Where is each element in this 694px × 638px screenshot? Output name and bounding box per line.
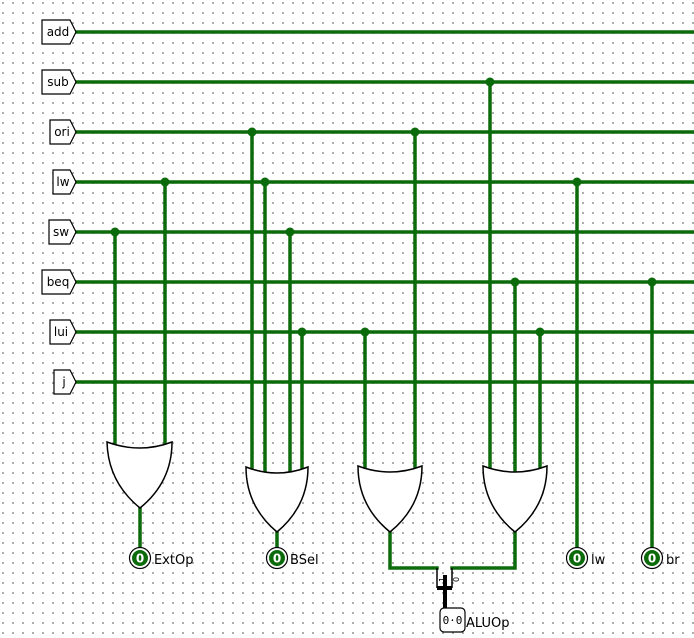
- br-value: 0: [648, 552, 656, 566]
- aluop-label: ALUOp: [466, 616, 510, 631]
- input-pin-j[interactable]: j: [53, 369, 77, 395]
- lw-value: 0: [573, 552, 581, 566]
- output-wires: [138, 504, 517, 608]
- input-pin-sw[interactable]: sw: [48, 219, 77, 245]
- wire-aluop-bit1: [388, 528, 439, 570]
- input-pin-beq[interactable]: beq: [41, 269, 77, 295]
- input-pin-lw[interactable]: lw: [52, 169, 77, 195]
- or-gate-extop[interactable]: [106, 440, 173, 509]
- splitter-bit0-label: 1: [438, 577, 447, 582]
- input-pin-lui[interactable]: lui: [49, 319, 77, 345]
- junctions: [110, 77, 657, 337]
- bsel-label: BSel: [290, 553, 319, 568]
- input-label-sw: sw: [53, 225, 69, 239]
- output-led-extop[interactable]: 0: [128, 546, 152, 570]
- output-led-lw[interactable]: 0: [565, 546, 589, 570]
- bsel-value: 0: [273, 552, 281, 566]
- extop-label: ExtOp: [154, 553, 194, 568]
- input-pin-ori[interactable]: ori: [49, 119, 77, 145]
- output-led-bsel[interactable]: 0: [265, 546, 289, 570]
- br-label: br: [666, 553, 680, 568]
- lw-label: lw: [591, 553, 606, 568]
- input-label-add: add: [47, 25, 70, 39]
- extop-value: 0: [136, 552, 144, 566]
- input-label-sub: sub: [47, 75, 68, 89]
- input-label-ori: ori: [54, 125, 70, 139]
- input-label-beq: beq: [47, 275, 70, 289]
- input-pin-sub[interactable]: sub: [41, 69, 77, 95]
- input-buses: [73, 30, 694, 384]
- input-label-j: j: [61, 375, 65, 389]
- wire-aluop-bit0: [450, 528, 517, 570]
- or-gate-bsel[interactable]: [245, 465, 309, 533]
- aluop-value: 0·0: [443, 614, 463, 627]
- input-label-lw: lw: [56, 175, 69, 189]
- aluop-output-pin[interactable]: 0·0: [439, 607, 466, 633]
- or-gate-aluop-bit0[interactable]: [482, 464, 548, 533]
- input-label-lui: lui: [54, 325, 68, 339]
- output-led-br[interactable]: 0: [640, 546, 664, 570]
- or-gate-aluop-bit1[interactable]: [357, 464, 423, 533]
- splitter-bit1-label: 0: [452, 577, 461, 582]
- input-pin-add[interactable]: add: [41, 19, 77, 45]
- vertical-taps: [113, 80, 654, 552]
